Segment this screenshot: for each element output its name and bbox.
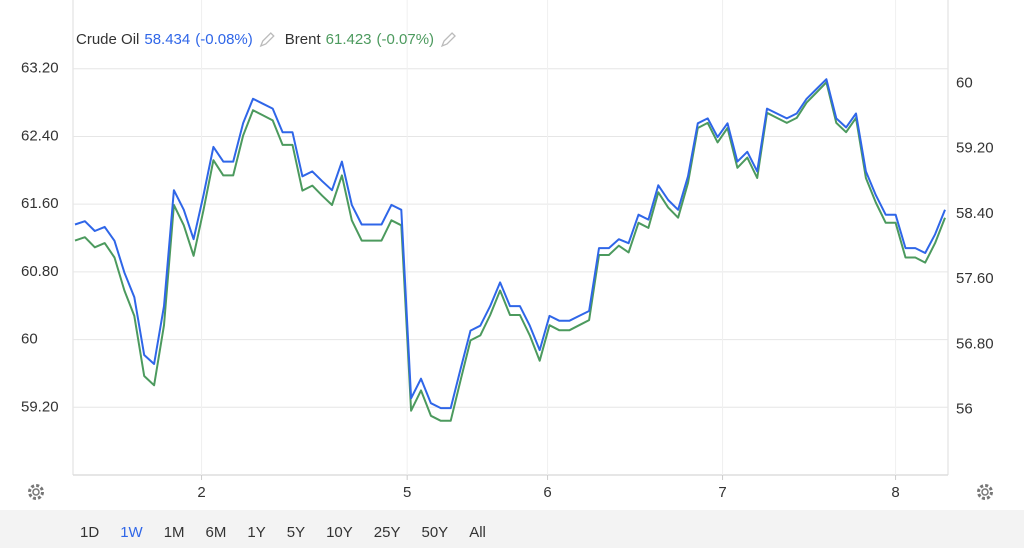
legend-value: 58.434 (144, 31, 190, 48)
y-tick-label: 62.40 (21, 127, 59, 144)
y-tick-label: 60.80 (21, 263, 59, 280)
range-button[interactable]: 1Y (247, 524, 265, 541)
x-tick-label: 7 (718, 484, 726, 501)
edit-icon (440, 32, 456, 48)
range-button[interactable]: 5Y (287, 524, 305, 541)
range-button[interactable]: 1M (164, 524, 185, 541)
range-button[interactable]: All (469, 524, 486, 541)
range-button[interactable]: 10Y (326, 524, 353, 541)
x-tick-label: 2 (197, 484, 205, 501)
y2-tick-label: 57.60 (956, 270, 994, 287)
settings-left[interactable] (28, 484, 44, 500)
series-line (74, 81, 946, 422)
range-button[interactable]: 1D (80, 524, 99, 541)
x-tick-label: 6 (543, 484, 551, 501)
gear-hub (32, 488, 40, 496)
y-tick-label: 63.20 (21, 60, 59, 77)
y2-tick-label: 59.20 (956, 140, 994, 157)
gear (977, 484, 993, 500)
range-bar (0, 510, 1024, 548)
legend-name: Crude Oil (76, 31, 139, 48)
y-tick-label: 60 (21, 331, 38, 348)
legend-name: Brent (285, 31, 322, 48)
y-tick-label: 61.60 (21, 195, 59, 212)
settings-right[interactable] (977, 484, 993, 500)
x-tick-label: 8 (891, 484, 899, 501)
y-tick-label: 59.20 (21, 398, 59, 415)
y2-tick-label: 56 (956, 401, 973, 418)
y2-tick-label: 60 (956, 74, 973, 91)
gear (28, 484, 44, 500)
legend-change: (-0.07%) (377, 31, 435, 48)
range-button[interactable]: 1W (120, 524, 143, 541)
y2-tick-label: 58.40 (956, 205, 994, 222)
legend-change: (-0.08%) (195, 31, 253, 48)
range-button[interactable]: 6M (206, 524, 227, 541)
series-line (74, 78, 946, 410)
range-button[interactable]: 50Y (422, 524, 449, 541)
x-tick-label: 5 (403, 484, 411, 501)
legend-value: 61.423 (326, 31, 372, 48)
y2-tick-label: 56.80 (956, 335, 994, 352)
gear-hub (981, 488, 989, 496)
range-button[interactable]: 25Y (374, 524, 401, 541)
edit-icon (259, 32, 275, 48)
